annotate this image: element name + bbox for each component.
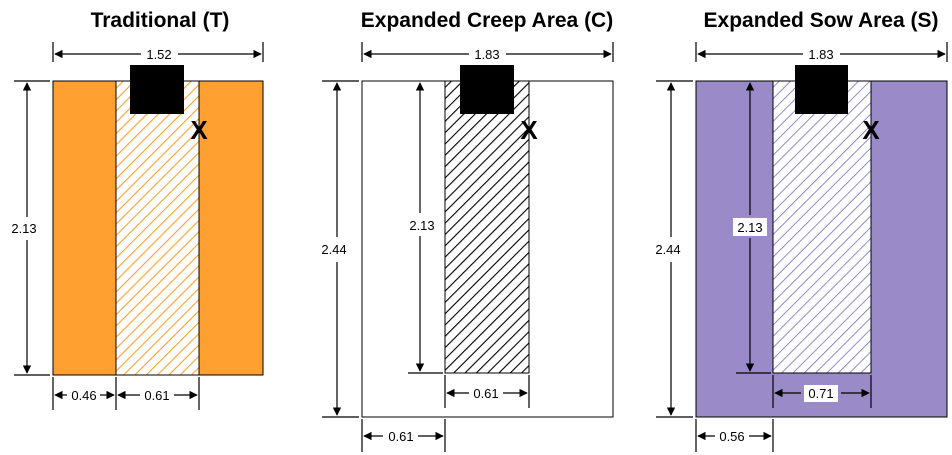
width-label: 1.83 [474,47,499,62]
sow-crate-area [115,80,200,376]
sow-crate-area [444,80,530,374]
center-width-label: 0.71 [808,386,833,401]
inner-height-label: 2.13 [409,218,434,233]
panel-traditional: Traditional (T) 1.52 X 2.13 0.46 0.61 [11,9,264,410]
panel-expanded-creep: Expanded Creep Area (C) 1.83 X 2.44 2.13… [321,9,614,452]
center-width-label-bg [804,385,838,402]
panel-title: Expanded Sow Area (S) [704,9,939,32]
left-width-label: 0.46 [71,388,96,403]
feeder-block [795,65,848,114]
left-width-label: 0.61 [388,429,413,444]
panel-title: Expanded Creep Area (C) [361,9,613,32]
width-label: 1.52 [146,47,171,62]
panel-expanded-sow: Expanded Sow Area (S) 1.83 X 2.44 2.13 0… [655,9,948,452]
marker-x: X [520,115,538,145]
width-label: 1.83 [808,47,833,62]
center-width-label: 0.61 [473,386,498,401]
sow-crate-area [772,80,872,374]
left-width-label: 0.56 [719,429,744,444]
height-label: 2.44 [655,242,680,257]
height-label: 2.44 [321,242,346,257]
height-label: 2.13 [11,221,36,236]
marker-x: X [862,115,880,145]
inner-height-label: 2.13 [737,220,762,235]
feeder-block [460,65,514,114]
marker-x: X [190,115,208,145]
inner-height-label-bg [733,218,767,236]
panel-title: Traditional (T) [91,9,230,32]
center-width-label: 0.61 [144,388,169,403]
feeder-block [130,65,184,114]
